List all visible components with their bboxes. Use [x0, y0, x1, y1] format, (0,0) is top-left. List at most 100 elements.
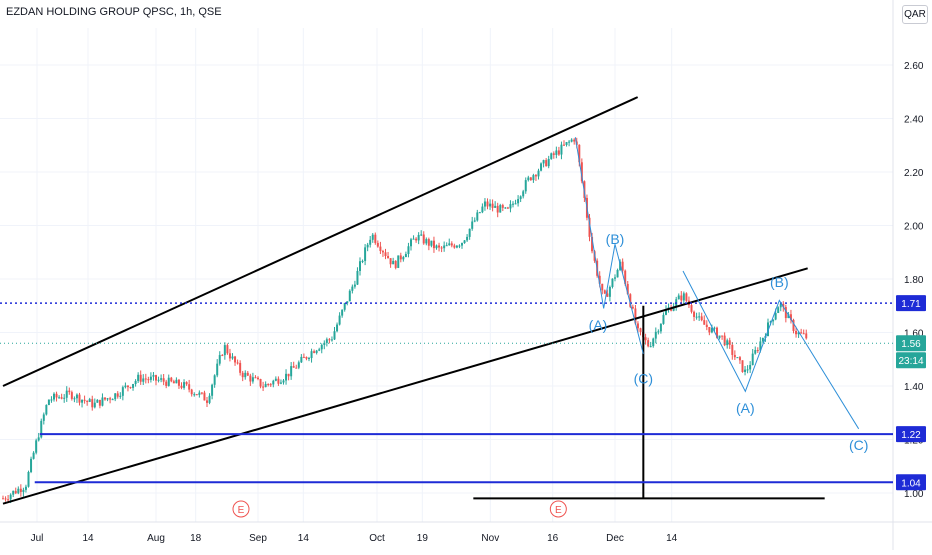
candle-body	[736, 357, 739, 359]
candle-body	[155, 375, 157, 381]
candle-body	[430, 240, 433, 246]
candle-body	[111, 399, 114, 401]
candle-body	[443, 245, 446, 249]
time-tick-label: Jul	[31, 533, 44, 544]
candle-body	[144, 378, 147, 380]
wave-label: (C)	[634, 370, 653, 386]
candle-body	[9, 494, 12, 500]
candle-body	[149, 376, 152, 380]
candle-body	[152, 375, 155, 377]
candle-body	[703, 320, 706, 325]
candle-body	[486, 201, 489, 207]
candle-body	[708, 326, 711, 333]
candle-body	[716, 327, 718, 338]
candle-body	[325, 339, 328, 343]
candle-body	[463, 240, 466, 244]
candle-body	[560, 144, 563, 155]
candle-body	[514, 203, 517, 205]
time-tick-label: Dec	[606, 533, 624, 544]
candle-body	[137, 374, 140, 381]
candle-body	[473, 220, 476, 222]
candle-body	[402, 257, 405, 260]
upper-channel-line[interactable]	[2, 96, 639, 387]
price-level-tag[interactable]	[896, 295, 926, 312]
candle-body	[759, 341, 762, 351]
candle-body	[644, 337, 647, 341]
candle-body	[305, 357, 308, 359]
candle-body	[190, 389, 193, 395]
candle-body	[603, 290, 606, 294]
candle-body	[468, 228, 471, 237]
time-tick-label: 14	[82, 533, 94, 544]
currency-badge[interactable]: QAR	[902, 5, 928, 24]
candle-body	[376, 242, 379, 247]
candle-body	[63, 397, 66, 399]
candle-body	[272, 380, 275, 385]
candle-body	[563, 144, 565, 146]
candle-body	[517, 199, 520, 204]
candle-body	[700, 316, 703, 321]
earnings-event-marker[interactable]	[232, 500, 250, 518]
candle-body	[114, 393, 117, 400]
elliott-wave-line[interactable]	[574, 137, 644, 355]
candle-body	[60, 397, 63, 399]
candle-body	[53, 393, 55, 400]
candle-body	[208, 395, 211, 403]
candle-body	[348, 290, 351, 302]
candle-body	[2, 498, 4, 500]
candle-body	[341, 309, 344, 316]
candle-body	[188, 384, 191, 390]
candle-body	[621, 261, 624, 271]
candle-body	[346, 301, 349, 304]
candle-body	[14, 490, 17, 494]
price-level-tag[interactable]	[896, 474, 926, 491]
candle-body	[259, 379, 262, 387]
candle-body	[624, 270, 627, 284]
candle-body	[361, 260, 364, 262]
lower-channel-line[interactable]	[2, 267, 808, 505]
price-tick-label: 1.40	[904, 382, 924, 393]
candle-body	[512, 203, 514, 205]
candle-body	[540, 163, 543, 171]
candle-body	[483, 201, 486, 207]
candle-body	[767, 322, 769, 337]
candle-body	[244, 372, 247, 378]
last-price-tag[interactable]	[896, 335, 926, 352]
price-tick-label: 2.20	[904, 168, 924, 179]
candle-body	[389, 258, 392, 265]
wave-label: (A)	[589, 317, 608, 333]
candle-body	[65, 390, 68, 398]
candle-body	[292, 366, 295, 368]
candle-body	[769, 321, 772, 323]
candle-body	[634, 308, 637, 324]
candle-body	[366, 244, 369, 248]
countdown-tag	[896, 352, 926, 369]
candle-body	[425, 239, 428, 244]
earnings-event-marker[interactable]	[549, 500, 567, 518]
candle-body	[300, 356, 303, 363]
candle-body	[422, 234, 425, 244]
candle-body	[213, 375, 216, 385]
earnings-event-label: E	[555, 505, 562, 516]
candle-body	[787, 314, 790, 319]
candle-body	[455, 245, 458, 248]
candle-body	[629, 294, 632, 307]
candle-body	[399, 255, 402, 260]
candle-body	[450, 243, 453, 246]
candle-body	[792, 319, 795, 331]
candle-body	[478, 212, 481, 214]
candle-body	[310, 351, 313, 359]
candle-body	[723, 335, 726, 346]
symbol-title: EZDAN HOLDING GROUP QPSC, 1h, QSE	[6, 6, 222, 18]
candle-body	[481, 206, 484, 213]
candle-body	[415, 238, 418, 241]
time-tick-label: 18	[190, 533, 202, 544]
candle-body	[257, 377, 259, 380]
candle-body	[782, 303, 785, 308]
price-level-tag[interactable]	[896, 426, 926, 443]
time-tick-label: 14	[298, 533, 310, 544]
candle-body	[802, 333, 805, 335]
elliott-wave-line[interactable]	[682, 270, 860, 430]
